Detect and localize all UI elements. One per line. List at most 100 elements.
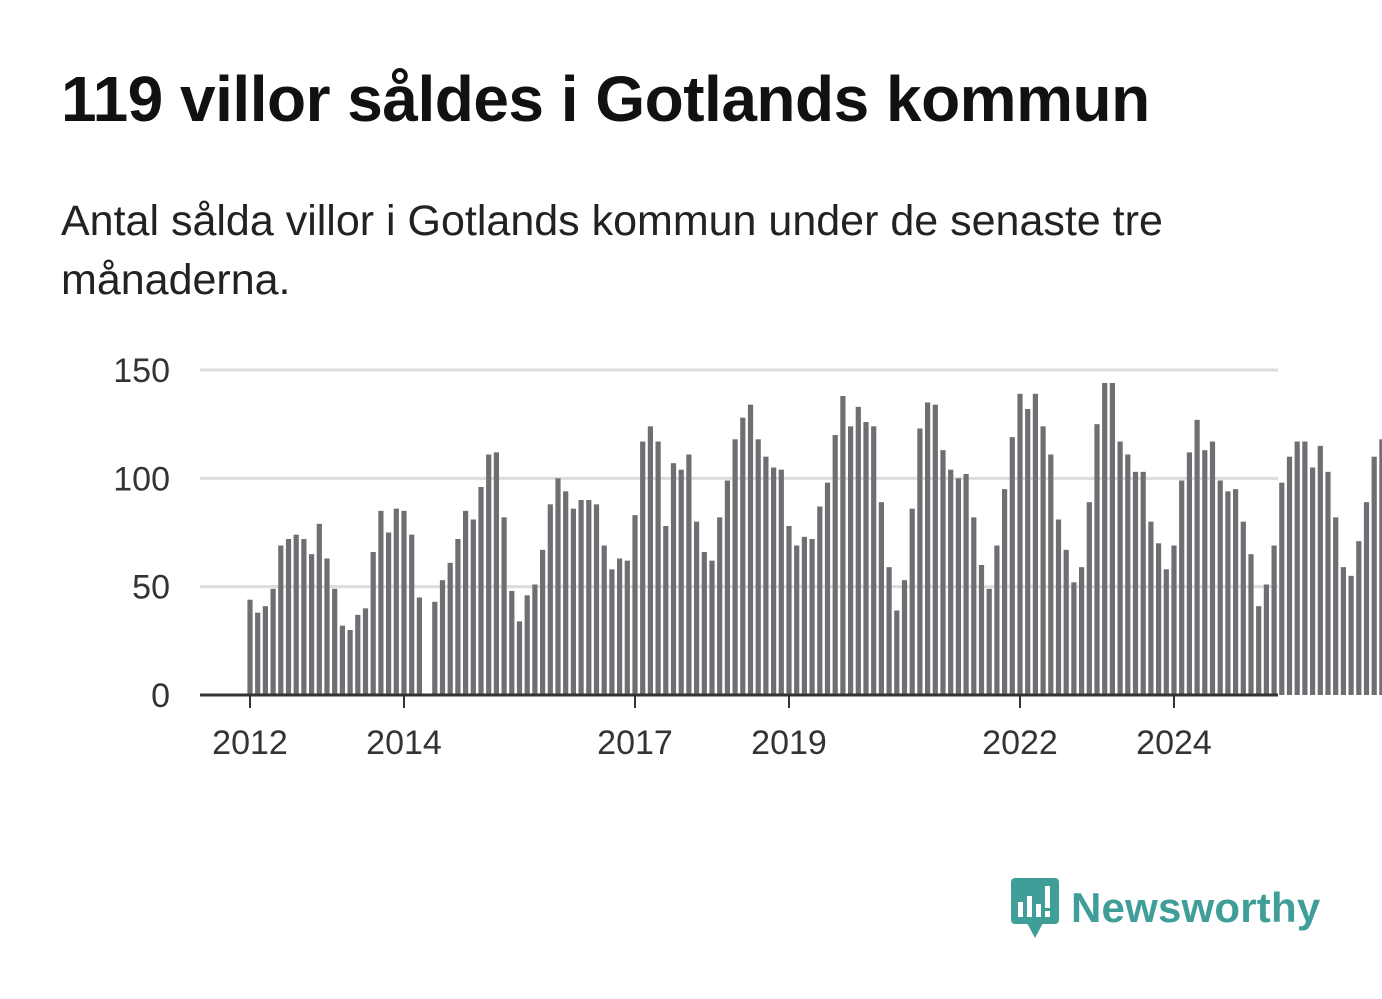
bar (640, 441, 646, 695)
bar (1302, 441, 1308, 695)
bar (1217, 480, 1223, 695)
bar (540, 549, 546, 695)
bar (478, 487, 484, 695)
x-tick-label: 2019 (751, 724, 827, 762)
bar (1109, 383, 1115, 695)
bar (1256, 606, 1262, 695)
bar (724, 480, 730, 695)
bar (878, 502, 884, 695)
y-tick-label: 150 (113, 352, 170, 390)
bar (1225, 491, 1231, 695)
bar (262, 606, 268, 695)
bar (948, 469, 954, 695)
bar (1356, 541, 1362, 695)
y-tick-label: 100 (113, 460, 170, 498)
bar (324, 558, 330, 695)
bar (1025, 409, 1031, 695)
bar (378, 510, 384, 695)
bar (532, 584, 538, 695)
bar (1340, 567, 1346, 695)
bar (416, 597, 422, 695)
bar (694, 521, 700, 695)
bar (309, 554, 315, 695)
bar (1310, 467, 1316, 695)
bar (293, 534, 299, 695)
newsworthy-logo-icon (1011, 878, 1059, 938)
bar (386, 532, 392, 695)
bar (917, 428, 923, 695)
bar (1240, 521, 1246, 695)
bar (501, 517, 507, 695)
bar (1140, 471, 1146, 695)
bar (1032, 393, 1038, 695)
bar (1094, 424, 1100, 695)
bar (932, 404, 938, 695)
bar (1148, 521, 1154, 695)
x-axis-labels: 2012 2014 2017 2019 2022 2024 (212, 724, 1212, 762)
bar (555, 478, 561, 695)
bar (370, 552, 376, 695)
bar (886, 567, 892, 695)
bar (270, 588, 276, 695)
bar (401, 510, 407, 695)
bar (493, 452, 499, 695)
bar (617, 558, 623, 695)
bar (1294, 441, 1300, 695)
bar (393, 508, 399, 695)
bar (1286, 456, 1293, 695)
bar (409, 534, 415, 695)
bar (801, 536, 807, 695)
bar (824, 482, 831, 695)
chart-bars (247, 383, 1382, 695)
bar (547, 504, 553, 695)
bar (586, 500, 592, 695)
bar (971, 517, 977, 695)
bar (509, 591, 515, 695)
bar (1132, 471, 1139, 695)
bar-chart: 0 50 100 150 2012 2014 2017 2019 2022 2024 119 (113, 352, 1382, 762)
bar (1048, 454, 1054, 695)
bar (347, 630, 353, 695)
bar (632, 515, 638, 695)
bar (1379, 439, 1382, 695)
bar (1263, 584, 1269, 695)
bar (840, 396, 846, 695)
bar (486, 454, 492, 695)
bar (609, 569, 615, 695)
bar (740, 417, 746, 695)
bar (316, 523, 322, 695)
bar (601, 545, 607, 695)
bar (1009, 437, 1015, 695)
bar (994, 545, 1000, 695)
bar (709, 560, 715, 695)
bar (978, 565, 985, 695)
chart-gridlines (200, 368, 1278, 589)
bar (1233, 489, 1239, 695)
bar (355, 614, 361, 695)
y-tick-label: 50 (132, 569, 170, 607)
bar (339, 625, 345, 695)
bar (255, 612, 261, 695)
page-subtitle: Antal sålda villor i Gotlands kommun und… (61, 197, 1163, 304)
bar (1186, 452, 1192, 695)
page-title: 119 villor såldes i Gotlands kommun (61, 63, 1150, 135)
bar (470, 519, 476, 695)
bar (1079, 567, 1085, 695)
bar (432, 601, 438, 695)
bar (1163, 569, 1169, 695)
brand-logo: Newsworthy (1009, 876, 1320, 940)
bar (463, 510, 469, 695)
x-axis-ticks (249, 695, 1175, 708)
bar (516, 621, 523, 695)
bar (647, 426, 653, 695)
bar (663, 526, 669, 695)
bar (755, 439, 761, 695)
bar (1071, 582, 1077, 695)
bar (1363, 502, 1370, 695)
bar (1055, 519, 1062, 695)
bar (955, 478, 961, 695)
bar (894, 610, 900, 695)
bar (563, 491, 569, 695)
brand-name: Newsworthy (1071, 884, 1321, 931)
bar (794, 545, 800, 695)
